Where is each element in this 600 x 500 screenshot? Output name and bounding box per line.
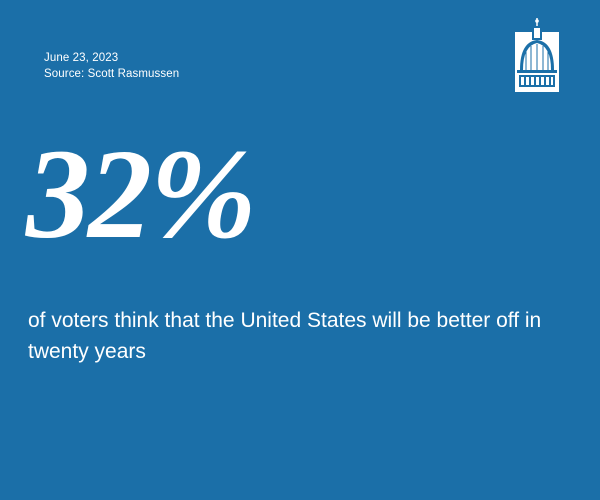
source-label: Source: Scott Rasmussen xyxy=(44,68,180,80)
meta-block: June 23, 2023 Source: Scott Rasmussen xyxy=(44,50,179,82)
stat-caption: of voters think that the United States w… xyxy=(28,309,542,363)
capitol-dome-icon xyxy=(515,18,559,92)
date-label: June 23, 2023 xyxy=(44,52,119,64)
headline-percentage: 32% xyxy=(26,123,257,265)
